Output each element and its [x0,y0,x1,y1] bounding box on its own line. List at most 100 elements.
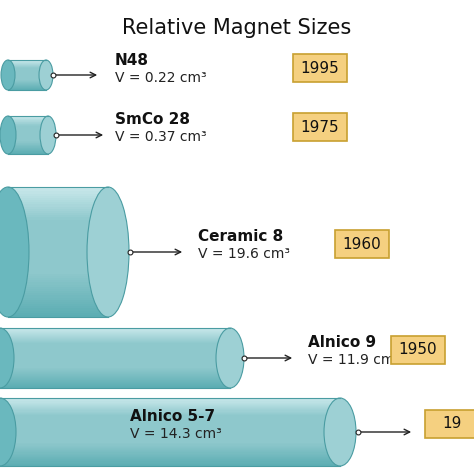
Bar [8,213,108,215]
Bar [8,219,108,222]
Bar [8,298,108,300]
Bar [0,405,340,406]
Bar [0,459,340,460]
Bar [0,434,340,436]
Bar [0,341,230,342]
Bar [0,351,230,352]
Text: V = 11.9 cm³: V = 11.9 cm³ [308,353,400,367]
Bar [0,329,230,330]
Ellipse shape [0,187,29,317]
Bar [0,355,230,356]
Bar [0,374,230,375]
Bar [0,406,340,407]
Bar [8,75,46,76]
Bar [0,363,230,364]
Bar [0,386,230,387]
Bar [8,243,108,246]
Bar [0,410,340,411]
Bar [8,134,48,135]
Bar [0,366,230,367]
Bar [0,358,230,359]
Bar [0,384,230,385]
Bar [8,239,108,241]
Bar [0,411,340,413]
Bar [0,357,230,358]
Bar [8,126,48,127]
Ellipse shape [87,187,129,317]
Bar [8,118,48,119]
Bar [8,63,46,64]
Bar [8,295,108,298]
Bar [0,345,230,346]
Bar [8,230,108,233]
Bar [8,84,46,85]
Bar [8,116,48,117]
Bar [0,360,230,361]
Text: SmCo 28: SmCo 28 [115,112,190,127]
Bar [0,454,340,455]
Bar [0,375,230,376]
Bar [0,328,230,329]
Bar [0,334,230,335]
Bar [8,304,108,306]
Bar [8,150,48,151]
Bar [8,139,48,140]
FancyBboxPatch shape [293,113,347,141]
Bar [8,263,108,265]
Bar [0,350,230,351]
Bar [0,415,340,416]
Bar [0,416,340,417]
Bar [8,76,46,77]
Bar [0,369,230,370]
Text: 1995: 1995 [301,61,339,75]
Ellipse shape [40,116,56,154]
Bar [8,88,46,89]
Bar [8,248,108,250]
Bar [8,306,108,308]
Bar [8,224,108,226]
Bar [0,436,340,437]
Bar [8,82,46,83]
Bar [0,400,340,401]
Bar [8,136,48,137]
Bar [8,280,108,283]
Text: Alnico 5-7: Alnico 5-7 [130,409,215,424]
Bar [8,119,48,120]
Bar [8,209,108,211]
Bar [0,356,230,357]
Bar [0,448,340,449]
Bar [0,463,340,464]
Bar [8,74,46,75]
Bar [0,343,230,344]
Bar [8,69,46,70]
Bar [8,152,48,153]
Bar [8,269,108,272]
Bar [0,446,340,447]
Bar [8,241,108,243]
Bar [0,371,230,372]
Bar [0,432,340,433]
Bar [0,456,340,457]
Bar [8,142,48,143]
Bar [8,211,108,213]
Bar [8,147,48,148]
Bar [8,140,48,141]
Bar [0,367,230,368]
Bar [8,193,108,196]
Bar [0,430,340,431]
Bar [0,420,340,422]
Bar [8,70,46,71]
Bar [0,335,230,336]
Bar [8,80,46,81]
Bar [8,207,108,209]
Bar [8,60,46,61]
Bar [8,135,48,136]
Bar [8,237,108,239]
Bar [8,283,108,284]
Bar [8,65,46,66]
Bar [0,342,230,343]
Bar [8,73,46,74]
Bar [0,419,340,420]
Bar [0,376,230,377]
Bar [8,141,48,142]
